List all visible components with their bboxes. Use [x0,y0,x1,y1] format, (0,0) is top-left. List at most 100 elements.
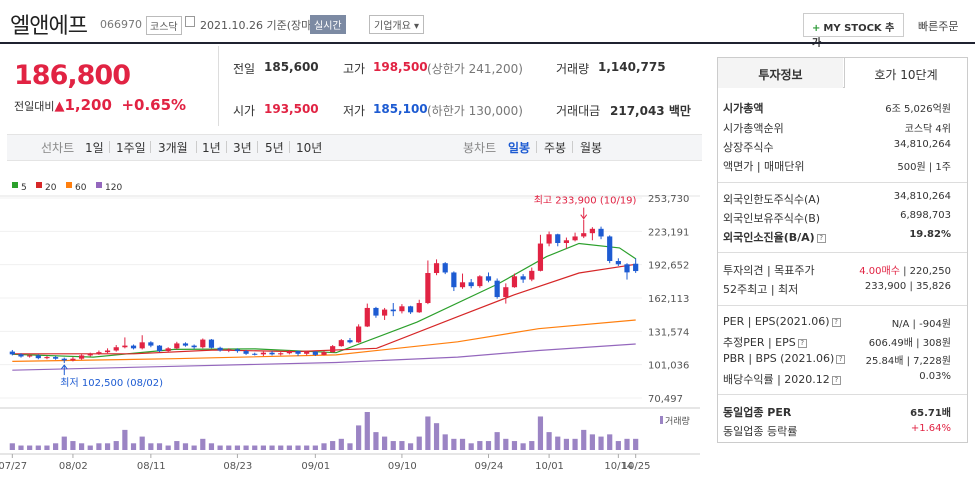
high-label: 고가 [343,62,366,76]
candle-body [451,272,457,288]
candle-body [165,348,171,352]
header-divider [0,42,975,44]
volume-bar [27,445,33,450]
low-value: 185,100 [373,102,428,116]
candle-body [338,340,344,347]
volume-bar [217,445,223,450]
fast-order-link[interactable]: 빠른주문 [918,20,959,33]
volume-bar [555,436,561,450]
help-icon[interactable]: ? [831,317,841,327]
volume-bar [148,443,154,450]
per-value: N/A | -904원 [891,319,951,330]
price-chart[interactable]: 5 20 60 120 253,730 223,191 192,652 162,113 131,… [0,172,710,483]
dividend-row: 배당수익률 | 2020.12? 0.03% [723,371,951,387]
candle-body [633,263,639,272]
volume-bar [200,438,206,450]
candle-body [139,342,145,349]
help-icon[interactable]: ? [816,233,826,243]
volume-bar [347,443,353,450]
dividend-value: 0.03% [919,371,951,382]
candle-body [53,357,59,359]
tab-investment-info[interactable]: 투자정보 [718,58,843,88]
volume-bar [174,441,180,450]
opinion-label: 투자의견 | 목표주가 [723,264,815,277]
base-date: 2021.10.26 기준(장마감) [200,19,326,32]
volume-bar [425,416,431,450]
par-value: 500원 | 1주 [897,162,951,173]
volume-bar [503,438,509,450]
volume-bar [96,443,102,450]
par-row: 액면가 | 매매단위 500원 | 1주 [723,158,951,174]
est-per-label: 추정PER | EPS [723,336,796,349]
volume-bar [312,445,318,450]
y-tick-label: 162,113 [648,294,689,305]
ma20-line [12,263,636,355]
divider [572,141,573,153]
candle-body [304,351,310,354]
volume-bar [113,441,119,450]
stock-name: 엘앤에프 [10,14,88,39]
help-icon[interactable]: ? [836,354,846,364]
prev-close-value: 185,600 [264,60,319,74]
foreign-hold-value: 6,898,703 [900,210,951,221]
target-price: 220,250 [909,266,951,277]
opinion-value: 4.00매수 | 220,250 [859,266,951,277]
candle-body [9,351,15,355]
company-overview-dropdown[interactable]: 기업개요 ▾ [369,15,424,34]
candle-body [607,236,613,262]
period-1d[interactable]: 1일 [85,141,104,155]
period-10y[interactable]: 10년 [296,141,323,155]
candle-body [312,351,318,355]
sector-rate-label[interactable]: 동일업종 등락률 [723,425,798,438]
tab-order-book[interactable]: 호가 10단계 [844,58,967,88]
ma5-line [12,242,637,358]
candle-body [546,234,552,244]
candle-body [581,233,587,237]
volume-bar [615,441,621,450]
help-icon[interactable]: ? [797,338,807,348]
opinion-row: 투자의견 | 목표주가 4.00매수 | 220,250 [723,262,951,278]
candle-body [399,306,405,312]
candle-monthly[interactable]: 월봉 [580,141,603,155]
volume-bar [321,443,327,450]
candle-body [416,303,422,313]
period-3y[interactable]: 3년 [233,141,252,155]
plus-icon: + [812,23,821,34]
volume-bar [226,445,232,450]
volume-bar [122,429,128,450]
period-3m[interactable]: 3개월 [158,141,188,155]
candle-daily[interactable]: 일봉 [508,141,531,155]
per-row: PER | EPS(2021.06)? N/A | -904원 [723,315,951,330]
w52-value: 233,900 | 35,826 [864,281,951,292]
sector-per-label[interactable]: 동일업종 PER [723,406,792,419]
w52-label: 52주최고 | 최저 [723,283,799,296]
high-arrowhead-icon [580,214,588,220]
y-tick-label: 223,191 [648,227,689,238]
price-change: 전일대비▲1,200 +0.65% [14,96,186,114]
amount-value: 217,043 백만 [610,104,691,118]
period-5y[interactable]: 5년 [265,141,284,155]
low-arrowhead-icon [60,364,68,370]
candle-weekly[interactable]: 주봉 [544,141,567,155]
line-chart-label: 선차트 [41,141,75,155]
candle-body [113,347,119,351]
divider [536,141,537,153]
volume-bar [451,438,457,450]
help-icon[interactable]: ? [831,375,841,385]
candle-body [425,273,431,304]
open-label: 시가 [233,104,256,118]
volume-bar [9,443,15,450]
sector-per-row: 동일업종 PER 65.71배 [723,404,951,420]
market-cap-rank-label[interactable]: 시가총액순위 [723,122,784,135]
realtime-button[interactable]: 실시간 [310,15,346,34]
candle-body [347,340,353,343]
side-panel [717,88,968,443]
candle-body [356,326,362,343]
candle-body [364,307,370,327]
my-stock-add-button[interactable]: +MY STOCK 추가 [803,13,904,49]
legend-label-20: 20 [45,183,57,193]
candle-body [44,357,50,359]
period-1y[interactable]: 1년 [202,141,221,155]
period-1w[interactable]: 1주일 [116,141,146,155]
change-value: 1,200 [64,96,112,114]
